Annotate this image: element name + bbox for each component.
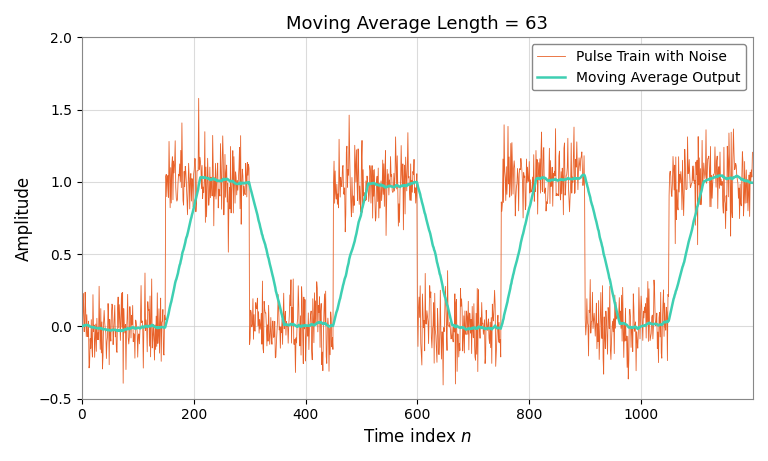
Pulse Train with Noise bbox=[430, 290, 439, 296]
Pulse Train with Noise bbox=[77, 313, 86, 319]
Moving Average Output bbox=[748, 180, 757, 185]
Pulse Train with Noise bbox=[166, 165, 175, 171]
Line: Moving Average Output: Moving Average Output bbox=[81, 175, 753, 331]
X-axis label: Time index $n$: Time index $n$ bbox=[363, 428, 472, 446]
Legend: Pulse Train with Noise, Moving Average Output: Pulse Train with Noise, Moving Average O… bbox=[531, 44, 746, 90]
Moving Average Output bbox=[430, 248, 439, 254]
Moving Average Output bbox=[77, 324, 86, 329]
Pulse Train with Noise bbox=[194, 95, 204, 101]
Y-axis label: Amplitude: Amplitude bbox=[15, 176, 33, 260]
Pulse Train with Noise bbox=[369, 167, 378, 173]
Moving Average Output bbox=[190, 198, 200, 203]
Moving Average Output bbox=[303, 323, 313, 328]
Moving Average Output bbox=[116, 328, 125, 334]
Pulse Train with Noise bbox=[190, 156, 200, 161]
Moving Average Output bbox=[167, 299, 176, 305]
Pulse Train with Noise bbox=[748, 149, 757, 155]
Moving Average Output bbox=[444, 308, 453, 313]
Moving Average Output bbox=[580, 172, 589, 177]
Pulse Train with Noise bbox=[439, 382, 448, 388]
Line: Pulse Train with Noise: Pulse Train with Noise bbox=[81, 98, 753, 385]
Pulse Train with Noise bbox=[303, 310, 313, 316]
Moving Average Output bbox=[369, 180, 378, 186]
Title: Moving Average Length = 63: Moving Average Length = 63 bbox=[286, 15, 548, 33]
Pulse Train with Noise bbox=[445, 324, 454, 330]
